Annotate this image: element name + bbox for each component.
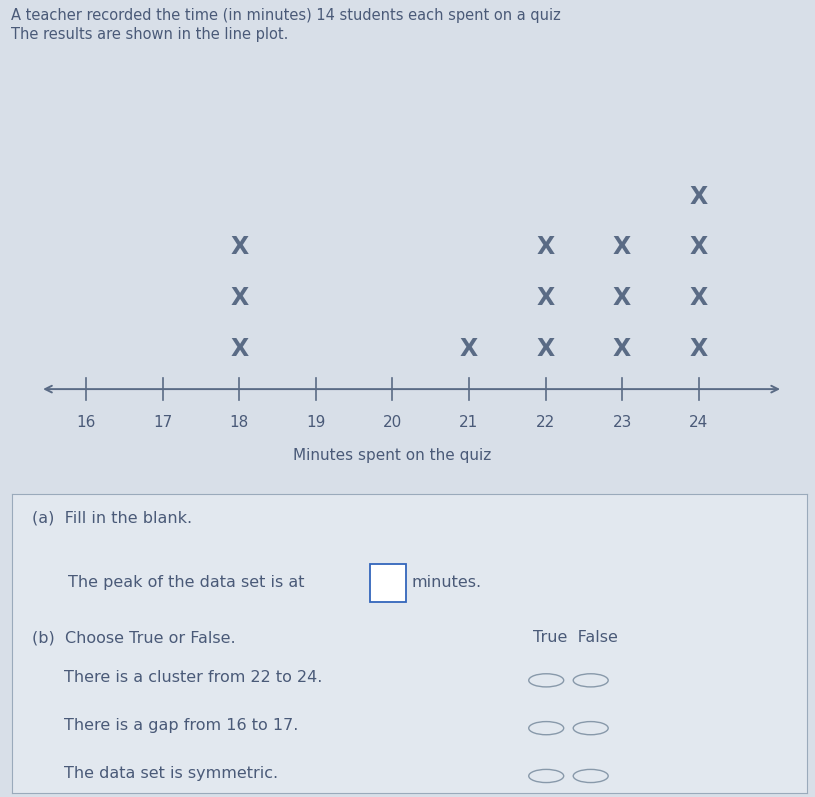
Text: The peak of the data set is at: The peak of the data set is at: [68, 575, 304, 590]
Text: There is a cluster from 22 to 24.: There is a cluster from 22 to 24.: [64, 670, 322, 685]
Text: X: X: [689, 185, 707, 209]
Text: X: X: [230, 337, 249, 361]
Text: X: X: [689, 235, 707, 259]
Text: minutes.: minutes.: [411, 575, 481, 590]
Text: There is a gap from 16 to 17.: There is a gap from 16 to 17.: [64, 718, 298, 733]
Text: The results are shown in the line plot.: The results are shown in the line plot.: [11, 27, 288, 42]
Text: X: X: [536, 235, 555, 259]
Text: X: X: [613, 235, 632, 259]
Text: 19: 19: [306, 415, 325, 430]
Text: X: X: [613, 337, 632, 361]
Text: Minutes spent on the quiz: Minutes spent on the quiz: [293, 448, 491, 463]
Text: 22: 22: [536, 415, 555, 430]
Text: 24: 24: [689, 415, 708, 430]
Text: X: X: [689, 337, 707, 361]
Text: 20: 20: [383, 415, 402, 430]
Text: 16: 16: [77, 415, 96, 430]
Text: 18: 18: [230, 415, 249, 430]
Text: 21: 21: [460, 415, 478, 430]
Text: True  False: True False: [533, 630, 618, 645]
FancyBboxPatch shape: [370, 564, 406, 602]
Text: X: X: [536, 286, 555, 310]
Text: X: X: [230, 286, 249, 310]
Text: 17: 17: [153, 415, 173, 430]
Text: (a)  Fill in the blank.: (a) Fill in the blank.: [32, 511, 192, 525]
Text: X: X: [460, 337, 478, 361]
Text: X: X: [689, 286, 707, 310]
Text: The data set is symmetric.: The data set is symmetric.: [64, 766, 278, 781]
Text: X: X: [536, 337, 555, 361]
Text: X: X: [613, 286, 632, 310]
Text: A teacher recorded the time (in minutes) 14 students each spent on a quiz: A teacher recorded the time (in minutes)…: [11, 8, 561, 23]
Text: (b)  Choose True or False.: (b) Choose True or False.: [32, 630, 236, 645]
Text: 23: 23: [612, 415, 632, 430]
Text: X: X: [230, 235, 249, 259]
